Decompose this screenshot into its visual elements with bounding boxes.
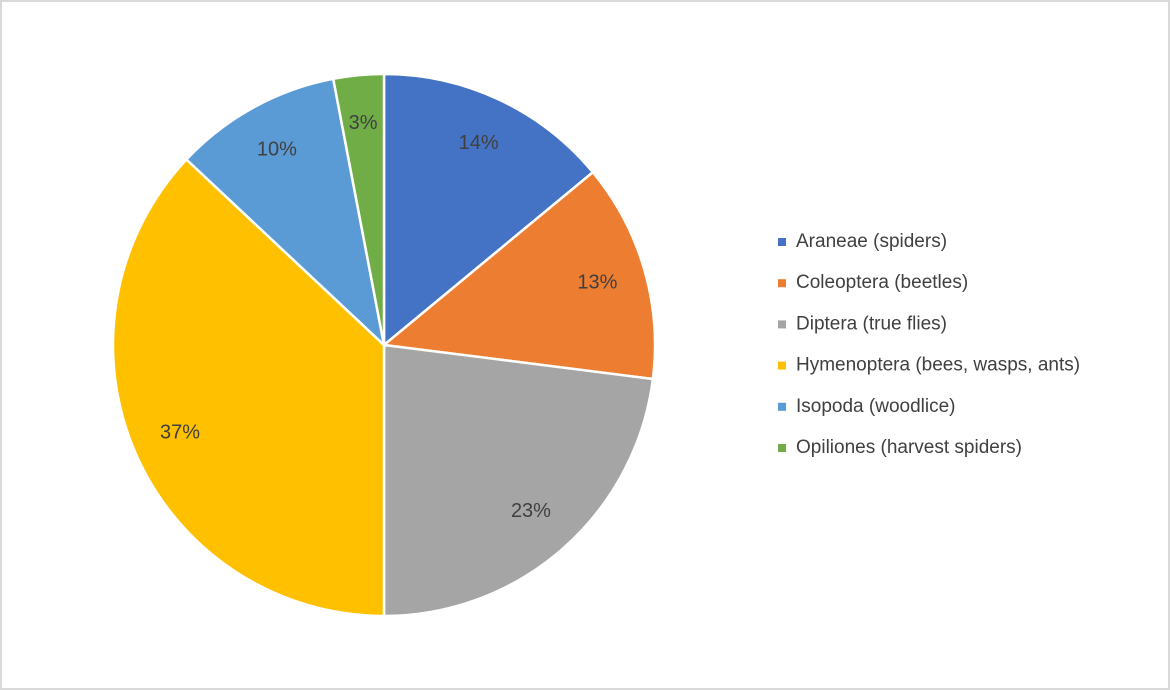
legend-swatch (778, 361, 786, 370)
legend-swatch (778, 444, 786, 452)
legend-label: Isopoda (woodlice) (796, 396, 955, 417)
pie-slice (380, 170, 657, 381)
data-label: 37% (160, 422, 200, 444)
legend-swatch (778, 402, 786, 411)
legend-swatch (778, 238, 786, 246)
data-label: 3% (349, 112, 378, 134)
legend-swatch (778, 279, 786, 288)
data-label: 13% (577, 271, 617, 293)
data-label: 23% (511, 500, 551, 522)
pie-slice (111, 157, 386, 618)
pie-slice (382, 72, 595, 348)
pie-slice (382, 343, 655, 618)
pie-slice (184, 77, 386, 349)
data-label: 14% (459, 132, 499, 154)
legend-label: Diptera (true flies) (796, 313, 947, 334)
data-label: 10% (257, 139, 297, 161)
legend-label: Coleoptera (beetles) (796, 272, 968, 293)
legend-swatch (778, 320, 786, 329)
legend-label: Opiliones (harvest spiders) (796, 437, 1022, 458)
legend-label: Hymenoptera (bees, wasps, ants) (796, 355, 1080, 376)
legend-label: Araneae (spiders) (796, 231, 947, 252)
pie-slice (331, 72, 386, 346)
